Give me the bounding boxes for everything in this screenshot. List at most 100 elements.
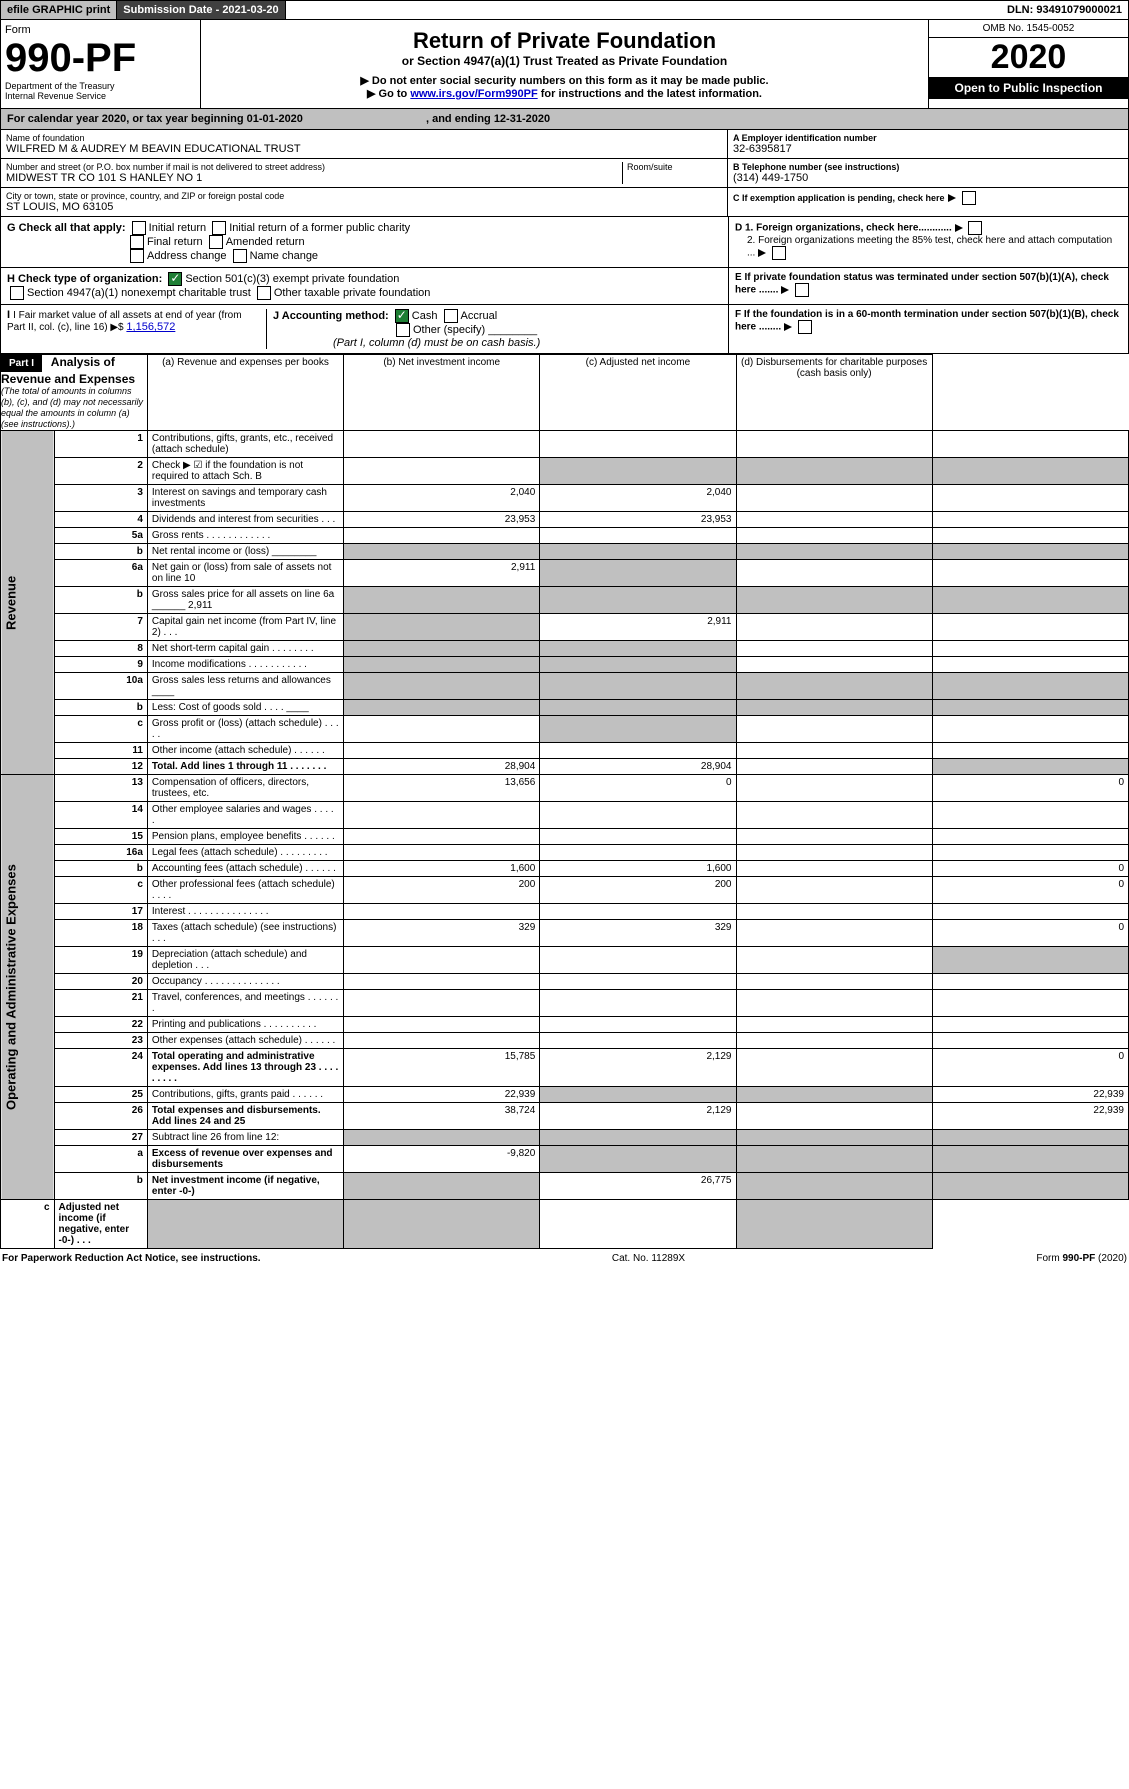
val-a — [147, 1200, 343, 1249]
val-b: 28,904 — [540, 759, 736, 775]
open-inspection: Open to Public Inspection — [929, 77, 1128, 99]
g-initial[interactable] — [132, 221, 146, 235]
f-checkbox[interactable] — [798, 320, 812, 334]
val-b — [344, 1200, 540, 1249]
row-num: 26 — [54, 1103, 147, 1130]
row-desc: Check ▶ ☑ if the foundation is not requi… — [147, 458, 343, 485]
val-d — [932, 947, 1128, 974]
arrow-icon — [758, 249, 766, 257]
val-d — [932, 431, 1128, 458]
g-name[interactable] — [233, 249, 247, 263]
val-c — [736, 1173, 932, 1200]
val-b — [540, 560, 736, 587]
row-num: b — [54, 861, 147, 877]
val-b — [540, 1130, 736, 1146]
val-b — [540, 1087, 736, 1103]
row-num: 15 — [54, 829, 147, 845]
row-desc: Interest . . . . . . . . . . . . . . . — [147, 904, 343, 920]
row-desc: Total expenses and disbursements. Add li… — [147, 1103, 343, 1130]
row-desc: Capital gain net income (from Part IV, l… — [147, 614, 343, 641]
row-num: c — [1, 1200, 55, 1249]
val-a — [344, 544, 540, 560]
footer-left: For Paperwork Reduction Act Notice, see … — [2, 1253, 261, 1264]
row-desc: Accounting fees (attach schedule) . . . … — [147, 861, 343, 877]
j-accrual[interactable] — [444, 309, 458, 323]
row-num: 27 — [54, 1130, 147, 1146]
val-a: 38,724 — [344, 1103, 540, 1130]
row-num: 20 — [54, 974, 147, 990]
val-a: 23,953 — [344, 512, 540, 528]
row-desc: Legal fees (attach schedule) . . . . . .… — [147, 845, 343, 861]
val-b: 1,600 — [540, 861, 736, 877]
val-b: 200 — [540, 877, 736, 904]
tax-year: 2020 — [929, 38, 1128, 77]
h-label: H Check type of organization: — [7, 273, 162, 285]
room-label: Room/suite — [627, 162, 722, 172]
row-desc: Gross sales price for all assets on line… — [147, 587, 343, 614]
d1-checkbox[interactable] — [968, 221, 982, 235]
note1: ▶ Do not enter social security numbers o… — [209, 74, 920, 87]
row-num: 2 — [54, 458, 147, 485]
row-num: 19 — [54, 947, 147, 974]
val-c — [736, 743, 932, 759]
form-number: 990-PF — [5, 36, 196, 81]
col-d: (d) Disbursements for charitable purpose… — [736, 355, 932, 431]
row-desc: Net rental income or (loss) ________ — [147, 544, 343, 560]
footer-center: Cat. No. 11289X — [612, 1253, 685, 1264]
val-c — [736, 544, 932, 560]
val-d — [932, 716, 1128, 743]
g-amended[interactable] — [209, 235, 223, 249]
val-b — [540, 990, 736, 1017]
val-a: 22,939 — [344, 1087, 540, 1103]
val-c — [736, 775, 932, 802]
val-c — [736, 587, 932, 614]
e-checkbox[interactable] — [795, 283, 809, 297]
efile-btn[interactable]: efile GRAPHIC print — [1, 1, 117, 19]
val-d — [932, 1130, 1128, 1146]
val-c — [736, 485, 932, 512]
val-d — [932, 512, 1128, 528]
val-d — [932, 802, 1128, 829]
val-c — [736, 861, 932, 877]
val-b — [540, 904, 736, 920]
j-cash[interactable] — [395, 309, 409, 323]
g-addr[interactable] — [130, 249, 144, 263]
val-c — [736, 990, 932, 1017]
val-c — [736, 458, 932, 485]
h-other[interactable] — [257, 286, 271, 300]
j-other[interactable] — [396, 323, 410, 337]
header-bar: efile GRAPHIC print Submission Date - 20… — [0, 0, 1129, 20]
d1: D 1. Foreign organizations, check here..… — [735, 223, 952, 234]
val-b: 26,775 — [540, 1173, 736, 1200]
row-desc: Depreciation (attach schedule) and deple… — [147, 947, 343, 974]
row-num: 5a — [54, 528, 147, 544]
row-num: 11 — [54, 743, 147, 759]
val-c — [736, 1103, 932, 1130]
val-b — [540, 657, 736, 673]
val-a: 28,904 — [344, 759, 540, 775]
val-d — [932, 1146, 1128, 1173]
val-c — [736, 904, 932, 920]
val-d — [736, 1200, 932, 1249]
row-num: 12 — [54, 759, 147, 775]
form-link[interactable]: www.irs.gov/Form990PF — [410, 88, 537, 100]
c-checkbox[interactable] — [962, 191, 976, 205]
g-final[interactable] — [130, 235, 144, 249]
val-b: 23,953 — [540, 512, 736, 528]
val-a — [344, 614, 540, 641]
val-d — [932, 990, 1128, 1017]
col-c: (c) Adjusted net income — [540, 355, 736, 431]
val-d — [932, 743, 1128, 759]
row-desc: Other employee salaries and wages . . . … — [147, 802, 343, 829]
val-b — [540, 1033, 736, 1049]
val-c — [736, 829, 932, 845]
h-501c3[interactable] — [168, 272, 182, 286]
val-c — [736, 560, 932, 587]
val-a — [344, 587, 540, 614]
h-4947[interactable] — [10, 286, 24, 300]
col-b: (b) Net investment income — [344, 355, 540, 431]
d2-checkbox[interactable] — [772, 246, 786, 260]
footer-right: Form 990-PF (2020) — [1036, 1253, 1127, 1264]
g-former[interactable] — [212, 221, 226, 235]
col-a: (a) Revenue and expenses per books — [147, 355, 343, 431]
